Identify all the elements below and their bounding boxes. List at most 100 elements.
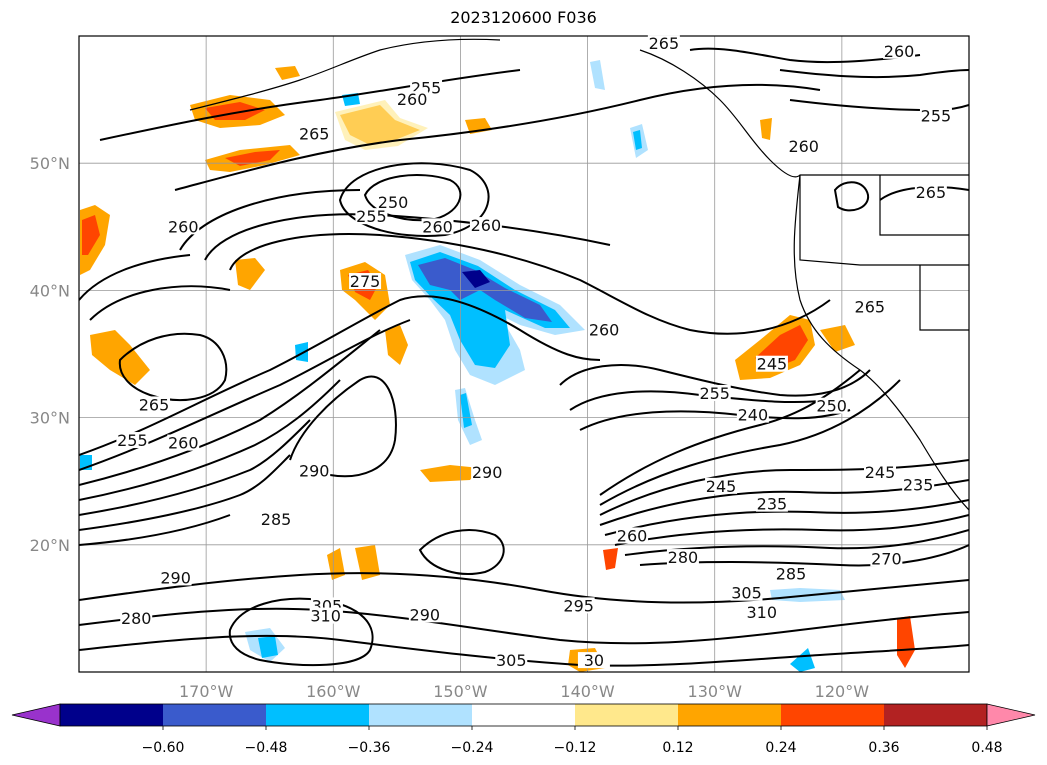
contour-label: 255 bbox=[699, 384, 730, 403]
shade-orange bbox=[235, 258, 265, 290]
contour-line bbox=[79, 419, 311, 516]
contour-label: 285 bbox=[776, 565, 807, 584]
contour-label: 245 bbox=[757, 355, 788, 374]
lon-tick-label: 140°W bbox=[560, 682, 615, 701]
contour-label: 30 bbox=[584, 651, 604, 670]
coastline bbox=[639, 49, 969, 178]
contour-label-bg bbox=[349, 273, 382, 290]
colorbar-segment bbox=[266, 704, 370, 726]
contour-line bbox=[79, 295, 601, 456]
contour-label-bg bbox=[870, 550, 903, 567]
shade-navy bbox=[462, 270, 490, 288]
contour-line bbox=[559, 364, 871, 397]
lon-tick-label: 160°W bbox=[306, 682, 361, 701]
contour-label-bg bbox=[167, 434, 200, 451]
coastline bbox=[919, 265, 969, 331]
shade-light-blue bbox=[295, 342, 308, 362]
coastline bbox=[799, 175, 969, 266]
contour-label: 235 bbox=[903, 476, 934, 495]
contour-label: 255 bbox=[356, 207, 387, 226]
contour-line bbox=[779, 69, 969, 79]
colorbar-tick-label: 0.12 bbox=[662, 740, 693, 756]
contour-label: 310 bbox=[310, 607, 341, 626]
contour-line bbox=[79, 379, 341, 501]
shade-orange bbox=[420, 465, 480, 482]
contour-label: 280 bbox=[668, 548, 699, 567]
contour-label-bg bbox=[616, 527, 649, 544]
contour-line bbox=[79, 454, 291, 531]
contour-label: 255 bbox=[921, 107, 952, 126]
contour-line bbox=[79, 607, 969, 645]
contour-label: 310 bbox=[746, 603, 777, 622]
colorbar-segment bbox=[163, 704, 267, 726]
contour-label: 260 bbox=[471, 216, 502, 235]
shade-light-blue bbox=[590, 60, 605, 90]
contour-label-bg bbox=[260, 510, 293, 527]
contour-label: 270 bbox=[871, 549, 902, 568]
contour-label-bg bbox=[736, 406, 769, 423]
contour-label-bg bbox=[408, 606, 441, 623]
contour-label-bg bbox=[471, 463, 504, 480]
contour-line bbox=[289, 375, 397, 478]
contour-line bbox=[99, 69, 521, 141]
shade-orange bbox=[760, 118, 772, 140]
contour-label-bg bbox=[775, 565, 807, 582]
contour-label-bg bbox=[495, 652, 528, 669]
contour-line bbox=[79, 254, 191, 301]
contour-line bbox=[228, 597, 374, 667]
contour-label-bg bbox=[421, 218, 454, 235]
contour-label: 260 bbox=[168, 434, 199, 453]
lat-tick-label: 40°N bbox=[30, 281, 70, 300]
colorbar-tick-label: 0.48 bbox=[971, 740, 1002, 756]
contour-label-bg bbox=[588, 321, 621, 338]
lat-tick-layer: 50°N 40°N 30°N 20°N bbox=[30, 154, 70, 555]
shade-orange bbox=[90, 330, 150, 385]
contour-label: 290 bbox=[472, 463, 503, 482]
contour-label: 240 bbox=[738, 406, 769, 425]
contour-label: 265 bbox=[855, 297, 886, 316]
shade-yellow bbox=[335, 100, 428, 150]
contour-label-bg bbox=[864, 463, 896, 480]
contour-line bbox=[418, 529, 505, 575]
gridline-layer bbox=[79, 36, 969, 672]
contour-label-bg bbox=[755, 355, 788, 372]
lon-tick-label: 150°W bbox=[433, 682, 488, 701]
colorbar-segment bbox=[781, 704, 885, 726]
colorbar-segment bbox=[575, 704, 679, 726]
colorbar-tick-label: −0.48 bbox=[245, 740, 288, 756]
colorbar-tick-label: −0.12 bbox=[554, 740, 597, 756]
contour-label: 250 bbox=[816, 397, 847, 416]
colorbar-extend-left bbox=[11, 703, 61, 727]
contour-line bbox=[599, 459, 969, 516]
contour-label: 260 bbox=[884, 42, 915, 61]
colorbar-tick-label: 0.24 bbox=[765, 740, 796, 756]
lat-tick-label: 30°N bbox=[30, 409, 70, 428]
contour-label: 255 bbox=[117, 431, 148, 450]
shade-orange bbox=[603, 548, 618, 570]
contour-label: 250 bbox=[378, 193, 409, 212]
colorbar-ticks: −0.60 −0.48 −0.36 −0.24 −0.12 0.12 0.24 0.36 0.4… bbox=[142, 726, 1003, 756]
contour-label-bg bbox=[377, 194, 410, 211]
colorbar-segment bbox=[60, 704, 164, 726]
shade-deep-sky bbox=[633, 130, 642, 150]
contour-label: 260 bbox=[397, 90, 428, 109]
contour-label-bg bbox=[120, 610, 153, 627]
contour-label-bg bbox=[355, 208, 388, 225]
contour-label-bg bbox=[745, 603, 778, 620]
contour-line bbox=[79, 514, 231, 546]
contour-line bbox=[624, 529, 969, 556]
contour-label-bg bbox=[919, 107, 952, 124]
shade-orange bbox=[275, 66, 300, 80]
contour-label: 260 bbox=[617, 526, 648, 545]
contour-label-bg bbox=[298, 462, 331, 479]
contour-label: 265 bbox=[649, 34, 680, 53]
contour-line bbox=[599, 379, 901, 506]
shade-deep-sky bbox=[258, 636, 278, 658]
lat-tick-label: 20°N bbox=[30, 536, 70, 555]
contour-label: 285 bbox=[261, 510, 292, 529]
coastline bbox=[879, 175, 969, 236]
colorbar-segment bbox=[678, 704, 782, 726]
shade-red bbox=[225, 150, 280, 166]
coastline bbox=[793, 174, 969, 511]
